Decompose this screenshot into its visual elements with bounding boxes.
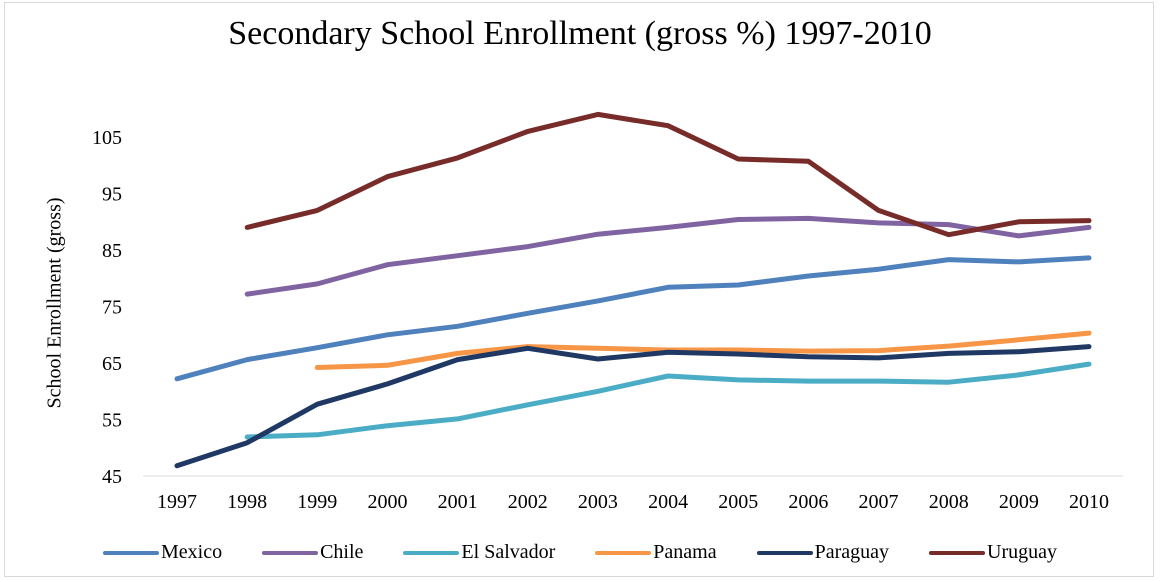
legend-label: Panama <box>653 541 717 563</box>
legend-label: Paraguay <box>814 541 890 563</box>
x-tick-label: 1997 <box>157 491 197 513</box>
x-tick-label: 2000 <box>367 491 407 513</box>
legend-item: Panama <box>595 541 717 564</box>
x-tick-label: 1998 <box>227 491 267 513</box>
legend-item: Mexico <box>102 541 223 564</box>
x-tick-label: 2003 <box>578 491 618 513</box>
x-tick-label: 2008 <box>929 491 969 513</box>
x-tick-label: 2001 <box>438 491 478 513</box>
series-line-el-salvador <box>244 361 1092 440</box>
legend-label: Uruguay <box>987 541 1058 563</box>
x-tick-label: 2004 <box>648 491 688 513</box>
y-tick-label: 75 <box>102 297 122 319</box>
y-tick-label: 55 <box>102 410 122 432</box>
series-line-panama <box>314 330 1092 370</box>
x-tick-label: 1999 <box>297 491 337 513</box>
legend-label: El Salvador <box>461 541 556 563</box>
y-tick-label: 45 <box>102 466 122 488</box>
y-tick-label: 105 <box>92 127 122 149</box>
x-tick-label: 2006 <box>788 491 828 513</box>
x-tick-label: 2009 <box>999 491 1039 513</box>
y-tick-label: 65 <box>102 353 122 375</box>
legend: Mexico Chile El Salvador Panama Paraguay Urug… <box>5 541 1155 564</box>
y-tick-label: 85 <box>102 240 122 262</box>
x-tick-label: 2010 <box>1069 491 1109 513</box>
chart-title: Secondary School Enrollment (gross %) 19… <box>228 15 932 52</box>
x-tick-label: 2007 <box>859 491 899 513</box>
legend-swatch <box>595 550 652 555</box>
legend-swatch <box>929 550 986 555</box>
series-line-mexico <box>174 255 1092 382</box>
series-line-chile <box>244 215 1092 297</box>
legend-item: Paraguay <box>756 541 890 564</box>
y-tick-label: 95 <box>102 184 122 206</box>
plot-area: 45 55 65 75 85 95 105 1997 1998 1999 2000 2001 2002 2… <box>92 111 1123 513</box>
x-tick-label: 2002 <box>508 491 548 513</box>
legend-swatch <box>262 550 319 555</box>
legend-swatch <box>102 550 159 555</box>
legend-item: Chile <box>262 541 363 564</box>
series-line-uruguay <box>244 111 1092 238</box>
legend-swatch <box>403 550 460 555</box>
legend-item: El Salvador <box>403 541 555 564</box>
x-tick-label: 2005 <box>718 491 758 513</box>
legend-item: Uruguay <box>929 541 1057 564</box>
legend-label: Mexico <box>160 541 223 563</box>
legend-label: Chile <box>320 541 364 563</box>
series-line-paraguay <box>174 344 1092 469</box>
legend-swatch <box>756 550 813 555</box>
chart-frame: Secondary School Enrollment (gross %) 19… <box>4 2 1154 577</box>
